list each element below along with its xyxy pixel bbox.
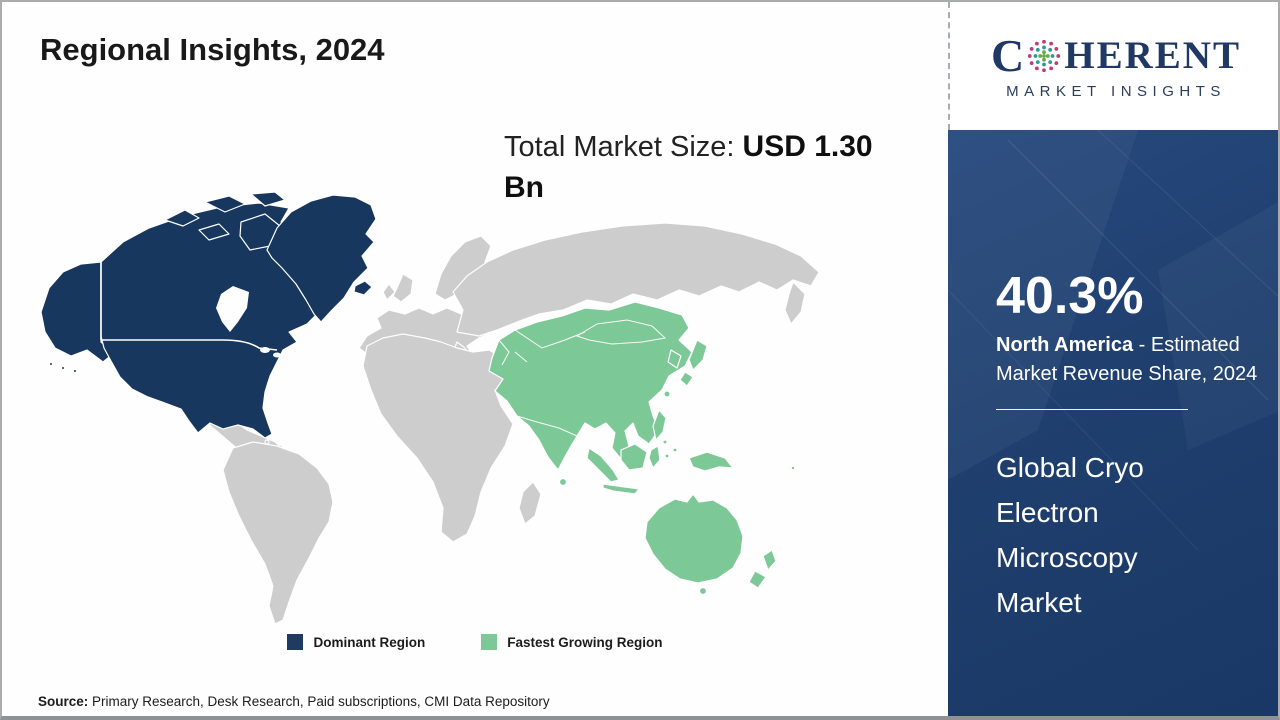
page-title: Regional Insights, 2024 <box>40 32 385 67</box>
source-line: Source: Primary Research, Desk Research,… <box>38 694 550 709</box>
world-map-container <box>37 190 877 625</box>
total-market-size-label: Total Market Size: <box>504 131 743 163</box>
world-map <box>40 191 820 625</box>
legend-item-fastest-growing: Fastest Growing Region <box>481 634 663 650</box>
map-legend: Dominant Region Fastest Growing Region <box>2 634 948 650</box>
coherent-logo-area: C HERENT MARKET INSIGHTS <box>948 2 1278 130</box>
legend-label-fastest-growing: Fastest Growing Region <box>507 634 663 650</box>
asia-inner-borders <box>498 319 667 437</box>
market-share-value: 40.3% <box>996 267 1144 325</box>
logo-wordmark: HERENT <box>1064 34 1241 77</box>
legend-item-dominant: Dominant Region <box>287 634 425 650</box>
total-market-size-value: USD 1.30 Bn <box>504 130 873 205</box>
total-market-size: Total Market Size: USD 1.30 Bn <box>504 126 896 209</box>
coherent-logo: C HERENT <box>991 29 1241 81</box>
report-title: Global Cryo Electron Microscopy Market <box>996 452 1144 618</box>
highlight-sidebar: 40.3% North America - Estimated Market R… <box>948 130 1278 716</box>
logo-letter-c: C <box>991 29 1025 81</box>
market-share-rest: - Estimated Market Revenue Share, 2024 <box>996 334 1258 386</box>
region-asia-pacific <box>488 301 796 596</box>
source-label: Source: <box>38 694 89 709</box>
sidebar-content: 40.3% North America - Estimated Market R… <box>948 130 1278 625</box>
dominant-region-swatch <box>287 634 304 650</box>
sidebar-divider <box>996 409 1188 411</box>
north-america-borders <box>100 262 278 351</box>
legend-label-dominant: Dominant Region <box>313 634 426 650</box>
market-share-region: North America <box>996 334 1134 357</box>
coherent-globe-icon <box>1028 39 1061 72</box>
fastest-growing-region-swatch <box>481 634 498 650</box>
source-text: Primary Research, Desk Research, Paid su… <box>88 694 550 709</box>
region-north-america <box>40 191 377 439</box>
region-other-landmass <box>179 222 820 625</box>
logo-tagline: MARKET INSIGHTS <box>1006 82 1226 100</box>
market-share-description: North America - Estimated Market Revenue… <box>996 331 1264 389</box>
